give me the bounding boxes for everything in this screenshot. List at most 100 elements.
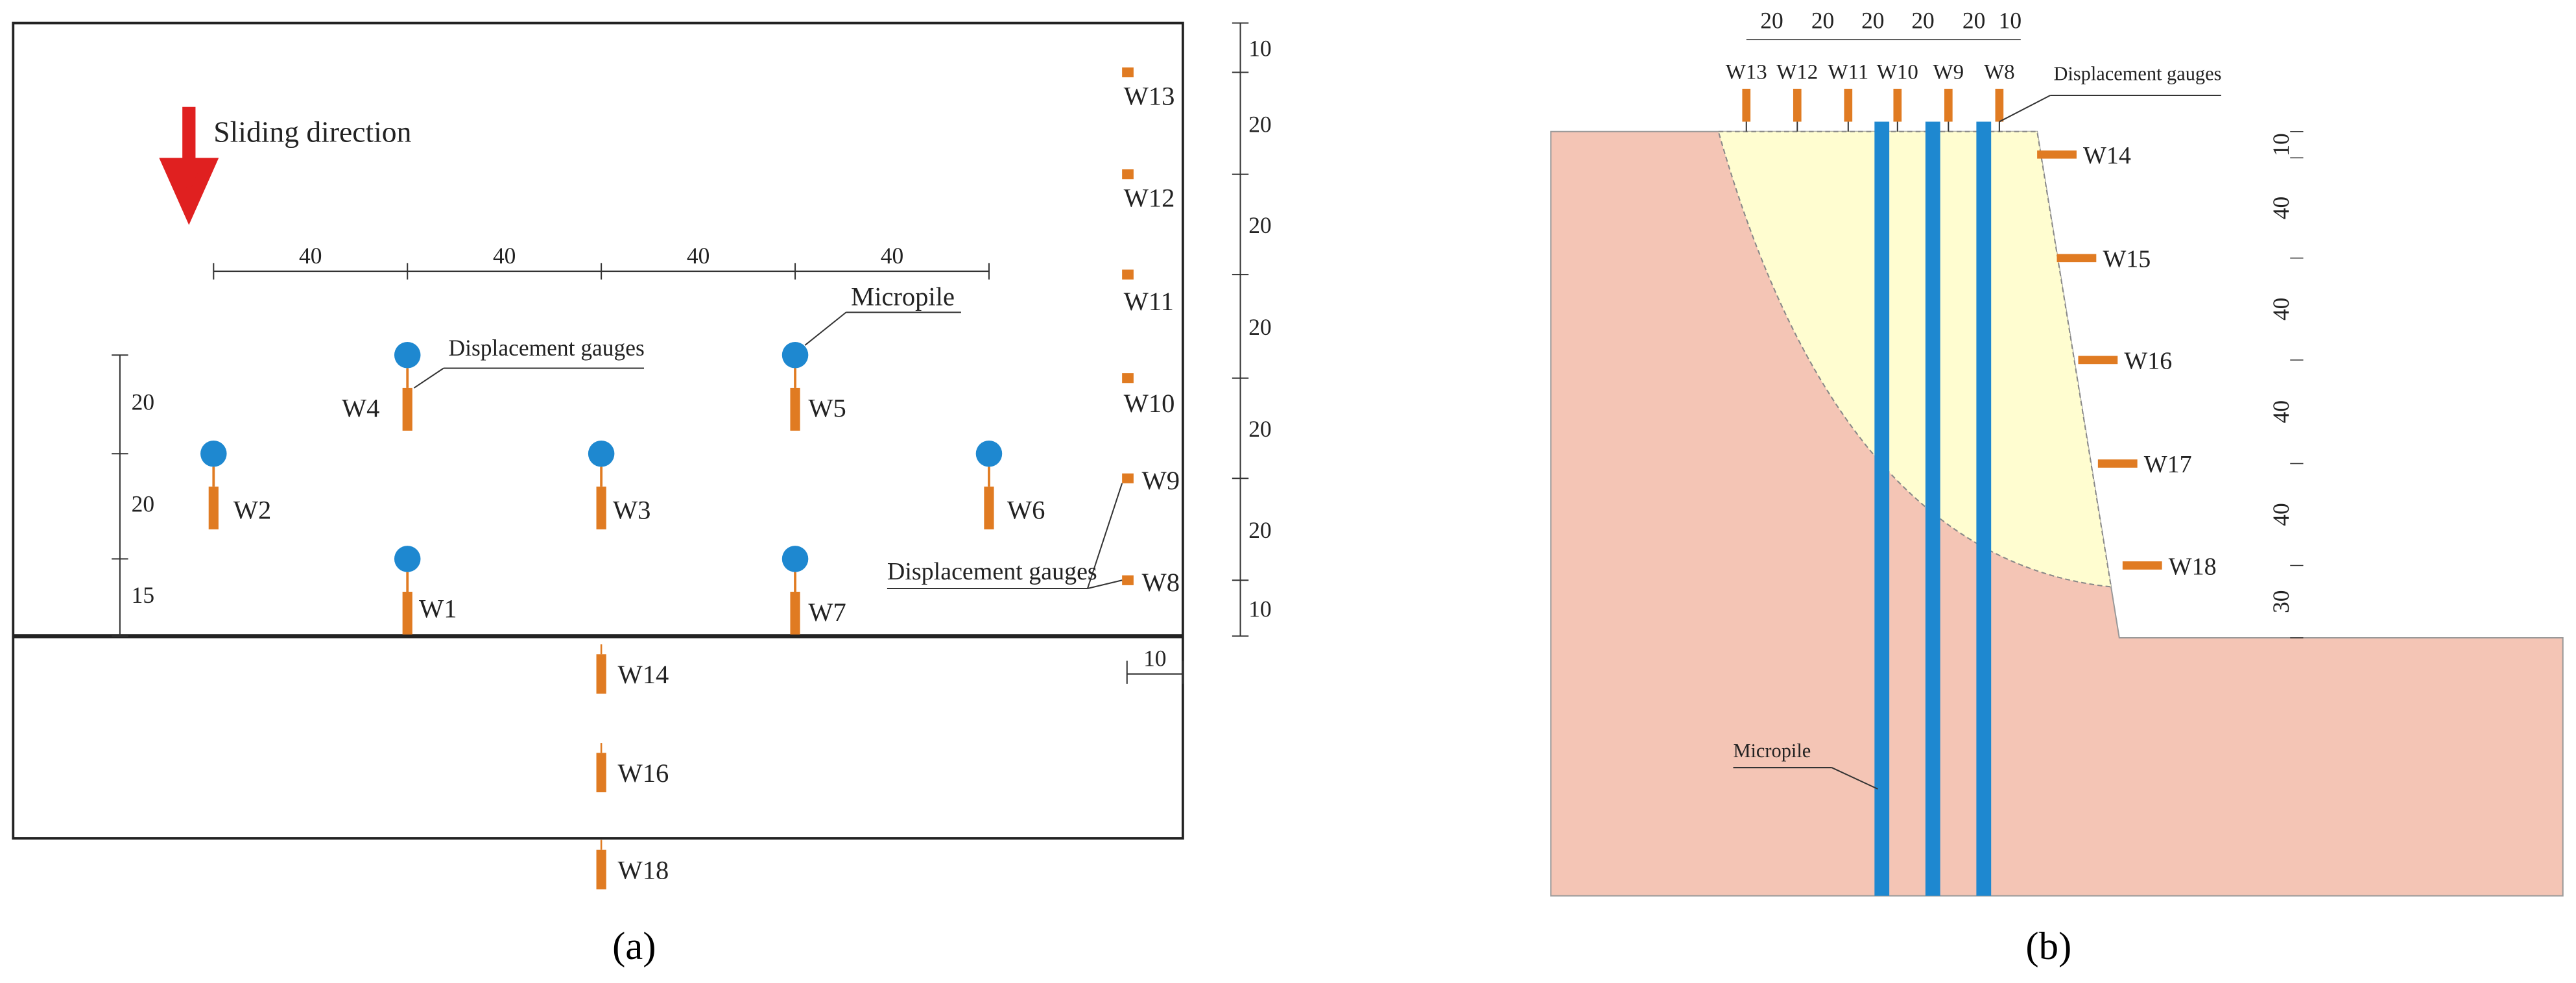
- micropile: [1976, 121, 1992, 896]
- annotation: Displacement gauges: [2053, 63, 2221, 85]
- micropile: [781, 546, 809, 572]
- micropile: [1874, 121, 1890, 896]
- gauge-label: W11: [1124, 287, 1174, 316]
- displacement-gauge: [984, 486, 994, 529]
- gauge-label: W12: [1776, 61, 1818, 84]
- gauge-label: W14: [2083, 142, 2131, 169]
- dimension-label: 40: [493, 243, 516, 269]
- dimension-label: 40: [881, 243, 903, 269]
- dimension-label: 10: [2268, 133, 2294, 156]
- gauge-label: W3: [613, 496, 651, 525]
- gauge-label: W12: [1124, 183, 1175, 212]
- micropile: [200, 440, 227, 467]
- dimension-label: 10: [1248, 596, 1271, 622]
- leader-line: [1831, 767, 1878, 790]
- dimension-label: 15: [132, 582, 154, 608]
- dimension-label: 10: [1999, 8, 2021, 34]
- displacement-gauge: [2097, 459, 2138, 468]
- dimension-label: 20: [132, 491, 154, 516]
- gauge-label: W10: [1124, 389, 1175, 418]
- sliding-arrow: [159, 106, 219, 225]
- displacement-gauge: [1944, 88, 1953, 122]
- gauge-label: W8: [1984, 61, 2015, 84]
- sliding-mass: [1717, 130, 2112, 588]
- gauge-label: W11: [1828, 61, 1868, 84]
- caption: (a): [612, 925, 656, 968]
- gauge-label: W18: [2169, 553, 2217, 580]
- displacement-gauge: [1844, 88, 1853, 122]
- dimension-label: 20: [1811, 8, 1834, 34]
- dimension-label: 40: [2268, 503, 2294, 526]
- displacement-gauge: [1742, 88, 1751, 122]
- gauge-label: W18: [617, 855, 669, 884]
- dimension-label: 20: [1861, 8, 1884, 34]
- micropile: [394, 341, 421, 369]
- gauge-label: W1: [419, 594, 457, 624]
- dimension-label: 20: [1248, 111, 1271, 137]
- displacement-gauge: [402, 387, 412, 431]
- displacement-gauge: [596, 753, 606, 793]
- gauge-label: W4: [342, 394, 380, 423]
- gauge-label: W8: [1142, 568, 1180, 597]
- annotation: Displacement gauges: [449, 335, 645, 361]
- displacement-gauge: [596, 486, 606, 529]
- displacement-gauge: [790, 592, 800, 635]
- caption: (b): [2025, 925, 2071, 968]
- dimension-label: 40: [2268, 298, 2294, 321]
- displacement-gauge: [1122, 473, 1134, 483]
- micropile: [588, 440, 615, 467]
- dimension-label: 20: [132, 389, 154, 415]
- dimension-label: 40: [2268, 400, 2294, 423]
- displacement-gauge: [402, 592, 412, 635]
- gauge-label: W9: [1142, 466, 1180, 495]
- displacement-gauge: [596, 849, 606, 890]
- displacement-gauge: [2057, 254, 2097, 263]
- leader-line: [1999, 95, 2051, 123]
- dimension-label: 10: [1143, 646, 1166, 672]
- displacement-gauge: [2037, 150, 2077, 159]
- gauge-label: W17: [2144, 451, 2192, 478]
- dimension-label: 20: [1962, 8, 1985, 34]
- displacement-gauge: [790, 387, 800, 431]
- micropile: [975, 440, 1003, 467]
- gauge-label: W13: [1726, 61, 1767, 84]
- gauge-label: W13: [1124, 81, 1175, 110]
- micropile: [781, 341, 809, 369]
- leader-line: [1086, 483, 1123, 589]
- gauge-label: W5: [808, 394, 846, 423]
- gauge-label: W7: [808, 598, 846, 627]
- displacement-gauge: [1893, 88, 1902, 122]
- direction-label: Sliding direction: [213, 115, 411, 148]
- displacement-gauge: [2078, 356, 2118, 365]
- displacement-gauge: [1995, 88, 2004, 122]
- annotation: Micropile: [851, 282, 955, 311]
- dimension-label: 30: [2268, 590, 2294, 613]
- dimension-label: 20: [1760, 8, 1783, 34]
- dimension-label: 40: [299, 243, 322, 269]
- dimension-label: 20: [1911, 8, 1934, 34]
- micropile: [394, 546, 421, 572]
- gauge-label: W14: [617, 660, 669, 689]
- gauge-label: W9: [1933, 61, 1964, 84]
- plan-outline: [12, 21, 1184, 840]
- leader-line: [1087, 579, 1123, 589]
- gauge-label: W15: [2103, 246, 2151, 273]
- leader-line: [413, 367, 444, 389]
- dimension-label: 20: [1248, 212, 1271, 238]
- displacement-gauge: [2122, 561, 2162, 570]
- dimension-label: 20: [1248, 517, 1271, 543]
- displacement-gauge: [1122, 373, 1134, 383]
- displacement-gauge: [596, 654, 606, 694]
- displacement-gauge: [1122, 575, 1134, 585]
- displacement-gauge: [1793, 88, 1802, 122]
- micropile: [1925, 121, 1940, 896]
- annotation: Displacement gauges: [887, 558, 1097, 585]
- displacement-gauge: [1122, 169, 1134, 180]
- displacement-gauge: [1122, 67, 1134, 78]
- gauge-label: W6: [1007, 496, 1045, 525]
- dimension-label: 10: [1248, 36, 1271, 62]
- annotation: Micropile: [1733, 740, 1811, 762]
- dimension-label: 40: [2268, 197, 2294, 219]
